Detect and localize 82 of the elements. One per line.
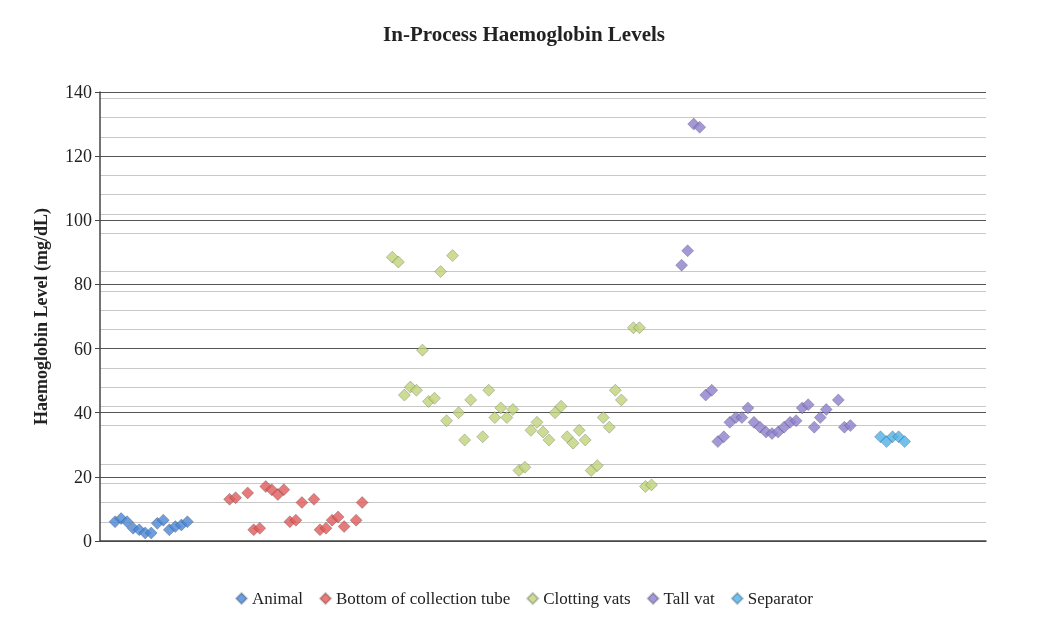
point [277, 483, 291, 497]
point [506, 403, 520, 417]
point [542, 433, 556, 447]
y-tick-label: 40 [74, 402, 92, 423]
point [843, 419, 857, 433]
point [614, 393, 628, 407]
point [458, 433, 472, 447]
y-tick-label: 80 [74, 274, 92, 295]
legend-label: Clotting vats [543, 589, 631, 608]
legend-label: Bottom of collection tube [336, 589, 511, 608]
point [807, 420, 821, 434]
point [452, 406, 466, 420]
point [705, 383, 719, 397]
point [180, 515, 194, 529]
y-tick-label: 20 [74, 466, 92, 487]
point [397, 388, 411, 402]
legend-label: Tall vat [663, 589, 716, 608]
point [819, 403, 833, 417]
point [391, 255, 405, 269]
y-axis-title: Haemoglobin Level (mg/dL) [31, 208, 52, 425]
point [693, 120, 707, 134]
point [464, 393, 478, 407]
point [295, 496, 309, 510]
point [675, 258, 689, 272]
y-tick-label: 140 [65, 82, 92, 102]
point [144, 526, 158, 540]
point [753, 420, 767, 434]
point [428, 391, 442, 405]
y-tick-label: 60 [74, 338, 92, 359]
point [229, 491, 243, 505]
point [440, 414, 454, 428]
point [446, 249, 460, 263]
point [590, 459, 604, 473]
point [349, 513, 363, 527]
point [331, 510, 345, 524]
point [681, 244, 695, 258]
point [632, 321, 646, 335]
point [644, 478, 658, 492]
point [578, 433, 592, 447]
point [898, 435, 912, 449]
point [120, 515, 134, 529]
point [813, 411, 827, 425]
y-tick-label: 120 [65, 146, 92, 167]
point [337, 520, 351, 534]
point [319, 521, 333, 535]
point [801, 398, 815, 412]
legend-label: Separator [747, 589, 814, 608]
point [500, 411, 514, 425]
legend-label: Animal [252, 589, 304, 608]
point [608, 383, 622, 397]
point [434, 265, 448, 279]
point [602, 420, 616, 434]
point [548, 406, 562, 420]
point [494, 401, 508, 415]
point [831, 393, 845, 407]
point [741, 401, 755, 415]
point [409, 383, 423, 397]
point [572, 423, 586, 437]
point [355, 496, 369, 510]
chart-title: In-Process Haemoglobin Levels [383, 21, 665, 46]
point [554, 399, 568, 413]
point [566, 436, 580, 450]
y-tick-label: 100 [65, 210, 92, 231]
point [289, 513, 303, 527]
point [596, 411, 610, 425]
point [415, 343, 429, 357]
point [530, 415, 544, 429]
point [253, 521, 267, 535]
point [789, 414, 803, 428]
point [476, 430, 490, 444]
point [156, 513, 170, 527]
point [307, 492, 321, 506]
point [241, 486, 255, 500]
point [518, 460, 532, 474]
point [524, 423, 538, 437]
point [488, 411, 502, 425]
y-tick-label: 0 [83, 531, 92, 551]
point [560, 430, 574, 444]
point [735, 411, 749, 425]
point [536, 425, 550, 439]
point [717, 430, 731, 444]
point [482, 383, 496, 397]
